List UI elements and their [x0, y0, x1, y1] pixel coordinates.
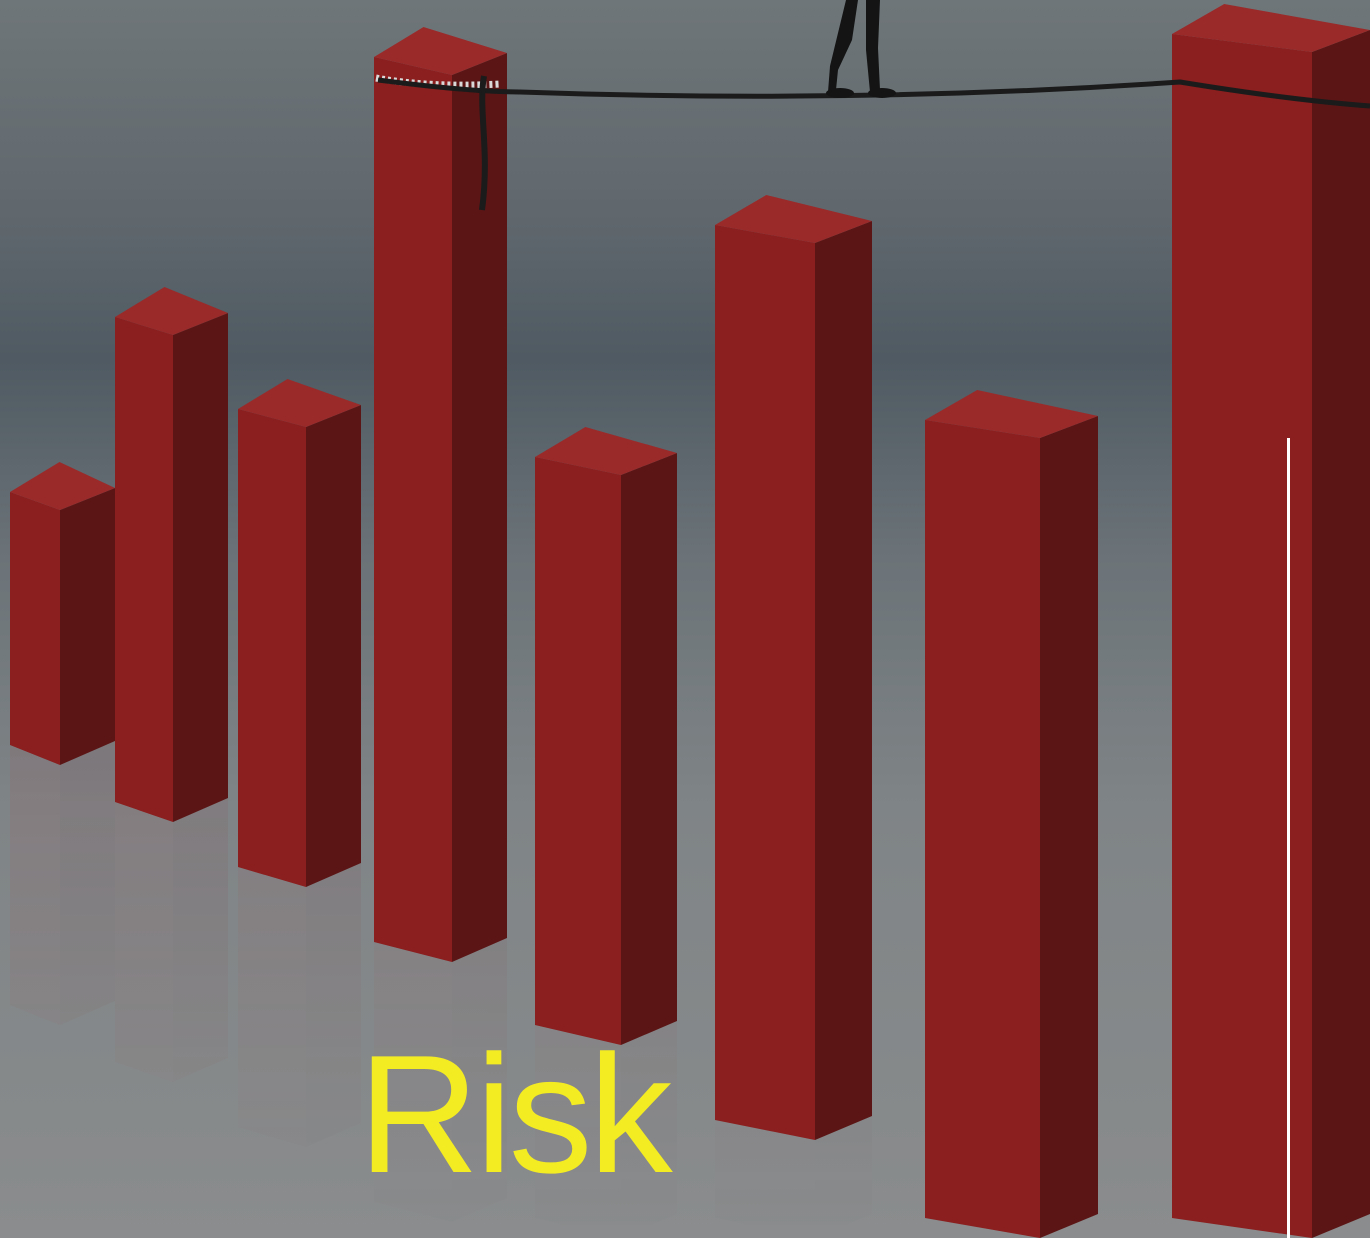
illustration-bar — [715, 195, 872, 1140]
reflection-side — [173, 798, 228, 1082]
bar-front-face — [115, 317, 173, 822]
reflection-side — [60, 741, 115, 1025]
reflection-side — [452, 938, 507, 1222]
illustration-bar — [115, 287, 228, 822]
illustration-bar — [535, 427, 677, 1045]
bar-top-face — [715, 195, 872, 243]
illustration-bar — [10, 462, 115, 765]
reflection-front — [10, 745, 60, 1025]
bar-side-face — [815, 221, 872, 1140]
bar-side-face — [1040, 416, 1098, 1238]
illustration-bar — [238, 379, 361, 887]
bar-front-face — [535, 457, 621, 1045]
bar-reflection — [115, 798, 228, 1082]
tightrope-walker-icon — [826, 0, 896, 98]
illustration-bar — [374, 27, 507, 962]
bar-reflection — [715, 1116, 872, 1238]
rope-knot-left — [479, 75, 488, 211]
bar-top-face — [238, 379, 361, 427]
bar-front-face — [1172, 34, 1312, 1238]
bar-reflection — [10, 741, 115, 1025]
illustration-bar — [925, 390, 1098, 1238]
bar-reflection — [535, 1021, 677, 1238]
bar-front-face — [715, 225, 815, 1140]
bar-side-face — [60, 488, 115, 765]
bar-front-face — [925, 420, 1040, 1238]
bar-side-face — [452, 53, 507, 962]
bar-side-face — [306, 405, 361, 887]
reflection-front — [535, 1025, 621, 1238]
bar-side-face — [173, 313, 228, 822]
bar-front-face — [374, 57, 452, 962]
bar-top-face — [374, 27, 507, 75]
bar-top-face — [535, 427, 677, 475]
bar-front-face — [238, 409, 306, 887]
vertical-divider — [1287, 438, 1290, 1238]
bar-reflection — [238, 863, 361, 1147]
reflection-side — [306, 863, 361, 1147]
bar-reflection — [374, 938, 507, 1222]
reflection-front — [374, 942, 452, 1222]
bar-top-face — [10, 462, 115, 510]
bar-side-face — [1312, 30, 1370, 1238]
reflection-front — [715, 1120, 815, 1238]
reflection-front — [238, 867, 306, 1147]
reflection-side — [621, 1021, 677, 1238]
reflection-front — [115, 802, 173, 1082]
hero-title: Risk — [358, 1020, 673, 1208]
bar-top-face — [115, 287, 228, 335]
bar-top-face — [1172, 4, 1370, 52]
bar-front-face — [10, 492, 60, 765]
reflection-side — [815, 1116, 872, 1238]
illustration-bar — [1172, 4, 1370, 1238]
bar-top-face — [925, 390, 1098, 438]
bar-side-face — [621, 453, 677, 1045]
